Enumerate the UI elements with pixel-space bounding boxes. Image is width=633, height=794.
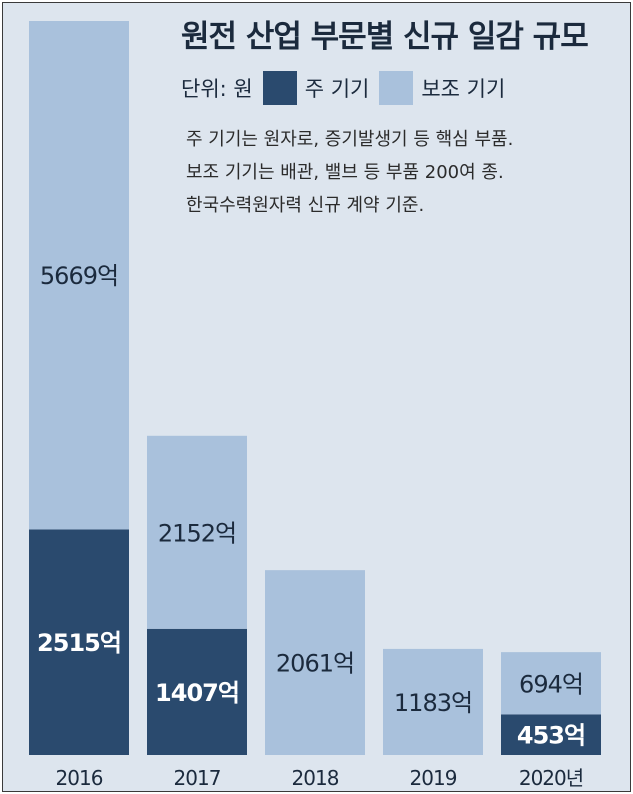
x-tick-label: 2018 xyxy=(292,766,339,790)
bar-segment-aux xyxy=(147,435,247,629)
bar-segment-main xyxy=(29,529,129,755)
data-label: 2061억 xyxy=(276,650,354,678)
data-label: 5669억 xyxy=(40,262,118,290)
legend-swatch-aux xyxy=(379,71,414,105)
data-label: 1183억 xyxy=(394,689,472,717)
unit-label: 단위: 원 xyxy=(181,77,253,101)
bar-segment-main xyxy=(501,714,601,755)
note-line: 주 기기는 원자로, 증기발생기 등 핵심 부품. xyxy=(186,129,514,150)
legend-entry-main: 주 기기 xyxy=(262,71,370,105)
legend-label-aux: 보조 기기 xyxy=(421,77,506,101)
bar-segment-aux xyxy=(501,652,601,715)
note-line: 한국수력원자력 신규 계약 기준. xyxy=(186,195,425,216)
bar-segment-aux xyxy=(265,570,365,755)
legend: 단위: 원 주 기기 보조 기기 xyxy=(181,71,505,105)
chart-title: 원전 산업 부문별 신규 일감 규모 xyxy=(181,19,589,55)
x-tick-label: 2017 xyxy=(174,766,221,790)
x-tick-label: 2019 xyxy=(410,766,457,790)
bar-segment-aux xyxy=(383,648,483,755)
legend-entry-aux: 보조 기기 xyxy=(379,71,505,105)
data-label: 694억 xyxy=(519,670,583,698)
legend-label-main: 주 기기 xyxy=(304,77,370,101)
data-label: 2515억 xyxy=(37,629,121,657)
data-label: 2152억 xyxy=(158,519,236,547)
bar-segment-aux xyxy=(29,21,129,530)
data-label: 453억 xyxy=(517,722,585,750)
data-label: 1407억 xyxy=(155,679,239,707)
x-tick-label: 2020년 xyxy=(519,766,583,790)
note-line: 보조 기기는 배관, 밸브 등 부품 200여 종. xyxy=(186,162,504,183)
x-tick-label: 2016 xyxy=(56,766,103,790)
chart-notes: 주 기기는 원자로, 증기발생기 등 핵심 부품. 보조 기기는 배관, 밸브 … xyxy=(186,123,513,222)
legend-swatch-main xyxy=(262,71,297,105)
bar-segment-main xyxy=(147,628,247,755)
stacked-bar-chart: 2515억 5669억 2016 1407억 2152억 2017 2061억 2018 118… xyxy=(29,21,601,790)
